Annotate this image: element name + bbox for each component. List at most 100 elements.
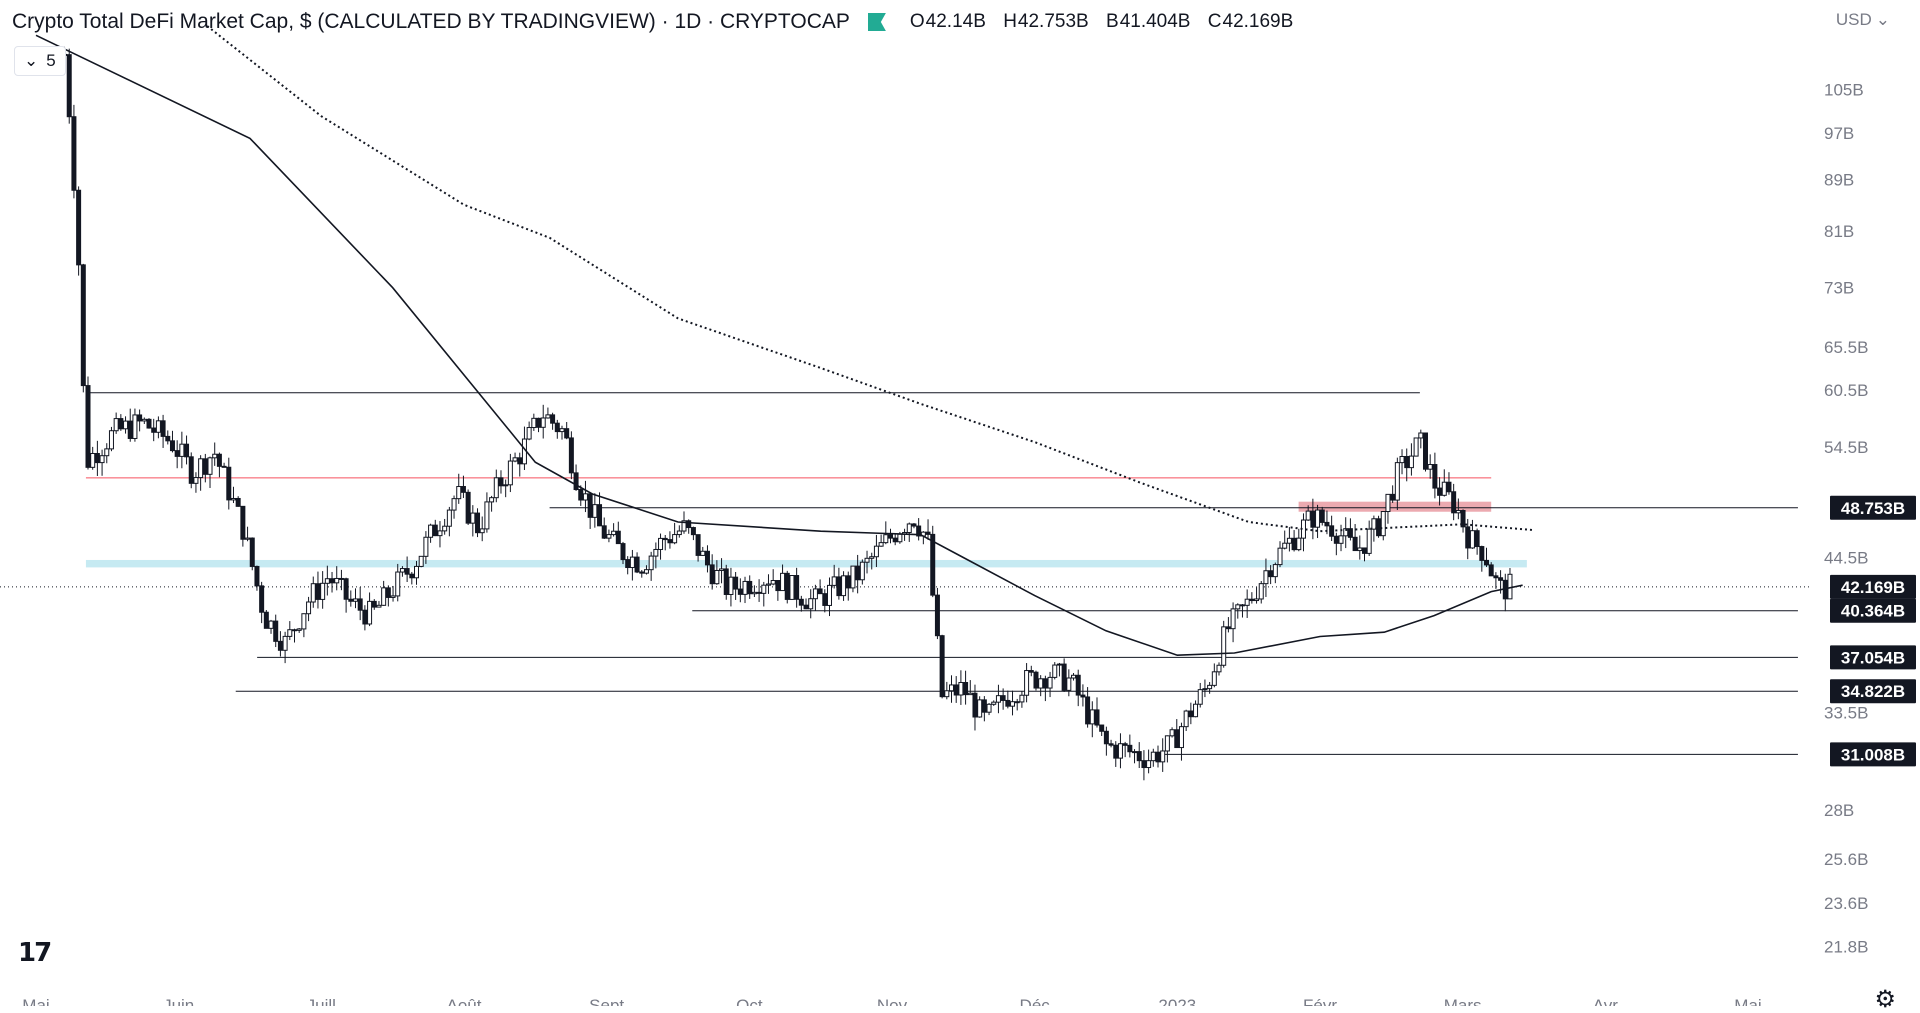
moving-average-short-line bbox=[35, 34, 1523, 657]
candle-body-93 bbox=[498, 477, 504, 487]
candle-body-152 bbox=[775, 580, 781, 592]
candle-body-104 bbox=[550, 414, 556, 424]
candle-body-30 bbox=[202, 458, 208, 475]
ohlc-high-value: 42.753B bbox=[1017, 11, 1089, 32]
candle-body-140 bbox=[719, 568, 725, 571]
price-label-2: 40.364B bbox=[1841, 602, 1905, 621]
candle-body-57 bbox=[329, 578, 335, 584]
candle-body-303 bbox=[1484, 559, 1490, 566]
indicators-toggle-button[interactable]: ⌄ 5 bbox=[14, 46, 66, 76]
candle-body-226 bbox=[1122, 743, 1128, 746]
candle-body-194 bbox=[972, 692, 978, 718]
candle-body-286 bbox=[1404, 456, 1410, 469]
candle-body-139 bbox=[714, 569, 720, 585]
candle-body-221 bbox=[1099, 724, 1105, 732]
candle-body-92 bbox=[493, 477, 499, 499]
candle-body-245 bbox=[1211, 671, 1217, 686]
candle-body-66 bbox=[371, 600, 377, 608]
candle-body-229 bbox=[1136, 751, 1142, 762]
indicator-count: 5 bbox=[46, 51, 56, 70]
candle-body-130 bbox=[672, 534, 678, 544]
candle-body-163 bbox=[826, 584, 832, 606]
candle-body-105 bbox=[554, 422, 560, 433]
candle-body-58 bbox=[334, 577, 340, 584]
candle-body-31 bbox=[207, 457, 213, 475]
candle-body-41 bbox=[254, 565, 260, 587]
candle-body-137 bbox=[704, 550, 710, 566]
candle-body-266 bbox=[1310, 510, 1316, 528]
moving-average-long-line bbox=[206, 25, 1535, 533]
x-tick-label-0: Mai bbox=[22, 996, 49, 1006]
x-tick-label-3: Août bbox=[447, 996, 482, 1006]
candle-body-159 bbox=[808, 598, 814, 610]
candle-body-61 bbox=[348, 598, 354, 602]
candle-body-218 bbox=[1085, 696, 1091, 725]
candle-body-110 bbox=[578, 489, 584, 501]
currency-selector[interactable]: USD ⌄ bbox=[1836, 10, 1890, 30]
candle-body-254 bbox=[1254, 598, 1260, 602]
candle-body-32 bbox=[212, 453, 218, 459]
candle-body-121 bbox=[629, 556, 635, 569]
candle-body-295 bbox=[1446, 481, 1452, 493]
candle-body-204 bbox=[1019, 694, 1025, 703]
candle-body-283 bbox=[1390, 493, 1396, 501]
candle-body-289 bbox=[1418, 432, 1424, 439]
candle-body-35 bbox=[226, 466, 232, 501]
resistance-zone-1 bbox=[1298, 501, 1492, 512]
candle-body-48 bbox=[287, 629, 293, 637]
candle-body-239 bbox=[1183, 710, 1189, 728]
candle-body-251 bbox=[1239, 604, 1245, 607]
candle-body-203 bbox=[1014, 701, 1020, 704]
candle-body-267 bbox=[1315, 509, 1321, 528]
candle-body-86 bbox=[465, 491, 471, 524]
candle-body-28 bbox=[193, 477, 199, 484]
candle-body-297 bbox=[1455, 509, 1461, 514]
x-tick-label-4: Sept bbox=[589, 996, 624, 1006]
candle-body-263 bbox=[1296, 537, 1302, 551]
candle-body-153 bbox=[780, 572, 786, 592]
candle-body-265 bbox=[1305, 510, 1311, 521]
candle-body-169 bbox=[855, 565, 861, 581]
candle-body-78 bbox=[428, 524, 434, 538]
candle-body-109 bbox=[573, 472, 579, 491]
candle-body-255 bbox=[1258, 583, 1264, 600]
candle-body-294 bbox=[1441, 481, 1447, 496]
y-tick-label-7: 54.5B bbox=[1824, 438, 1868, 457]
flag-icon[interactable] bbox=[867, 13, 886, 31]
candle-body-117 bbox=[611, 530, 617, 536]
candle-body-40 bbox=[249, 537, 255, 567]
x-tick-label-11: Avr bbox=[1593, 996, 1619, 1006]
candle-body-269 bbox=[1324, 521, 1330, 527]
candle-body-132 bbox=[681, 520, 687, 532]
candle-body-222 bbox=[1103, 730, 1109, 745]
candle-body-162 bbox=[822, 593, 828, 606]
price-label-1: 42.169B bbox=[1841, 578, 1905, 597]
tradingview-logo[interactable]: 17 bbox=[18, 938, 52, 968]
candle-body-197 bbox=[986, 703, 992, 713]
candle-body-178 bbox=[897, 533, 903, 543]
candle-body-241 bbox=[1193, 703, 1199, 718]
candle-body-108 bbox=[568, 437, 574, 474]
candle-body-177 bbox=[892, 537, 898, 543]
candle-body-168 bbox=[850, 565, 856, 589]
candle-body-136 bbox=[700, 550, 706, 556]
candle-body-125 bbox=[648, 555, 654, 571]
candle-body-235 bbox=[1164, 735, 1170, 752]
chevron-down-icon: ⌄ bbox=[24, 51, 39, 70]
candle-body-111 bbox=[582, 493, 588, 501]
gear-icon[interactable]: ⚙ bbox=[1874, 986, 1896, 1013]
candle-body-82 bbox=[446, 509, 452, 527]
candle-body-217 bbox=[1080, 694, 1086, 698]
candle-body-44 bbox=[268, 620, 274, 629]
candle-body-156 bbox=[794, 575, 800, 600]
candle-body-167 bbox=[845, 575, 851, 589]
candle-body-116 bbox=[606, 534, 612, 539]
candle-body-191 bbox=[958, 681, 964, 696]
candle-body-134 bbox=[690, 527, 696, 536]
candle-body-180 bbox=[906, 523, 912, 533]
candle-body-55 bbox=[320, 582, 326, 600]
candle-body-257 bbox=[1268, 570, 1274, 578]
candle-body-74 bbox=[409, 573, 415, 579]
candle-body-7 bbox=[94, 452, 100, 464]
